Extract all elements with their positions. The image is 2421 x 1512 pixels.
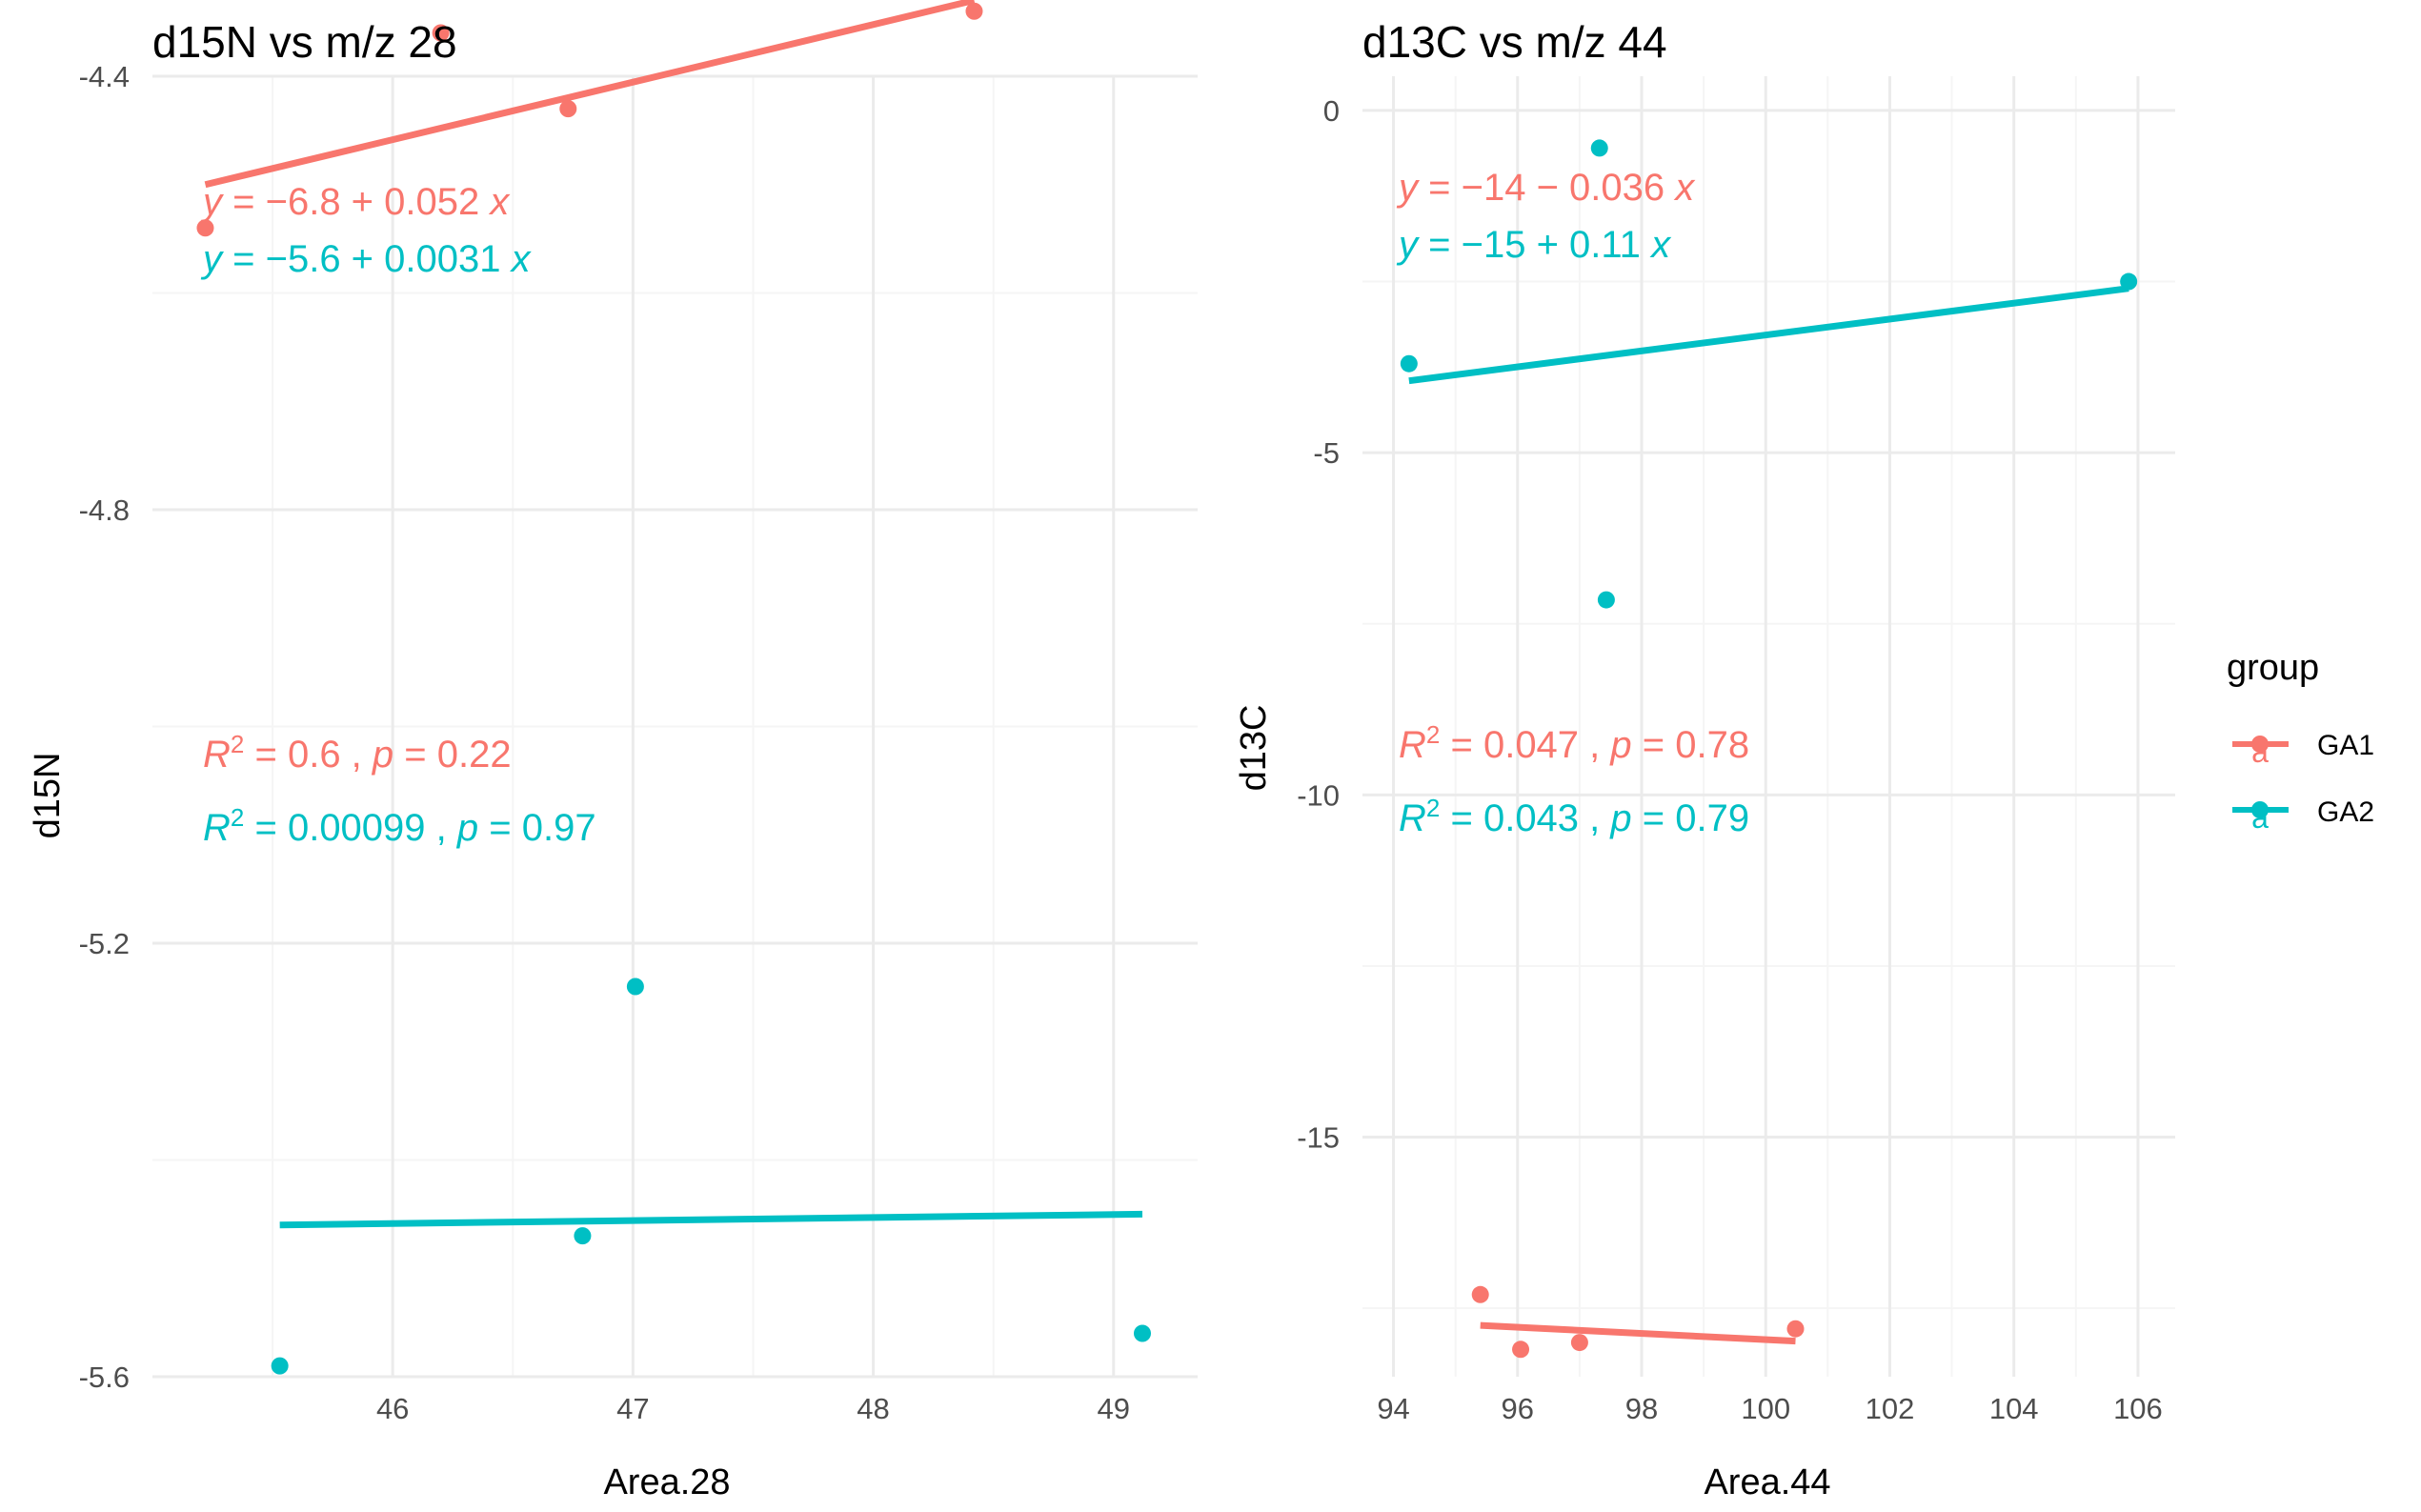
legend-key-point [2251,736,2269,753]
chart-title: d15N vs m/z 28 [152,17,457,67]
equation-label-ga1: y = −14 − 0.036 x [1396,167,1696,209]
data-point-ga2 [2120,272,2138,291]
legend-key-point [2251,801,2269,818]
legend-label: GA1 [2317,730,2374,761]
x-axis-title: Area.44 [1704,1462,1830,1502]
x-tick-label: 49 [1097,1392,1129,1425]
y-tick-label: -5 [1313,436,1340,470]
tick-labels: 94 96 98 100 102 104 106 -15 -10 -5 0 [1297,94,2163,1425]
legend-item-ga2: a GA2 [2232,796,2374,835]
stats-label-ga1: R2 = 0.047 , p = 0.78 [1399,720,1749,766]
data-point-ga2 [1597,591,1615,609]
data-point-ga2 [1400,354,1418,373]
data-point-ga2 [626,978,644,996]
x-tick-label: 48 [857,1392,889,1425]
equation-label-ga2: y = −5.6 + 0.0031 x [200,238,533,280]
x-tick-label: 47 [616,1392,649,1425]
x-axis-title: Area.28 [603,1462,730,1502]
regression-line-ga1 [204,0,976,189]
data-point-ga1 [1786,1320,1805,1338]
legend-title: group [2227,648,2319,688]
regression-line-ga2 [279,1210,1143,1229]
regression-lines [1408,285,2129,1345]
x-tick-label: 106 [2113,1392,2163,1425]
y-axis-title: d13C [1234,705,1274,792]
regression-line-ga2 [1408,285,2129,385]
stats-label-ga1: R2 = 0.6 , p = 0.22 [203,730,512,776]
data-point-ga1 [1512,1341,1530,1359]
x-tick-label: 100 [1741,1392,1790,1425]
x-tick-label: 94 [1377,1392,1409,1425]
annotations: y = −14 − 0.036 x R2 = 0.047 , p = 0.78 y … [1396,167,1749,839]
y-tick-label: -5.2 [79,927,130,960]
y-tick-label: 0 [1323,94,1340,128]
y-tick-label: -10 [1297,778,1340,812]
x-tick-label: 104 [1989,1392,2039,1425]
data-point-ga2 [1590,139,1608,157]
stats-label-ga2: R2 = 0.043 , p = 0.79 [1399,794,1749,839]
data-points [1400,139,2138,1359]
data-point-ga2 [271,1357,289,1375]
y-tick-label: -4.8 [79,494,130,527]
regression-line-ga1 [1480,1321,1796,1345]
equation-label-ga1: y = −6.8 + 0.052 x [200,181,511,223]
y-tick-label: -4.4 [79,60,130,93]
equation-label-ga2: y = −15 + 0.11 x [1396,224,1672,266]
grid [152,74,1198,1379]
regression-lines [204,0,1143,1229]
data-point-ga1 [559,100,577,118]
grid [1362,76,2175,1377]
x-tick-label: 102 [1866,1392,1915,1425]
x-tick-label: 98 [1625,1392,1658,1425]
data-point-ga1 [196,219,214,237]
chart-title: d13C vs m/z 44 [1362,17,1667,67]
data-points [196,2,1151,1375]
x-tick-label: 96 [1502,1392,1534,1425]
data-point-ga1 [1570,1334,1588,1352]
data-point-ga1 [965,2,983,20]
y-axis-title: d15N [28,753,68,839]
stats-label-ga2: R2 = 0.00099 , p = 0.97 [203,803,596,849]
annotations: y = −6.8 + 0.052 x R2 = 0.6 , p = 0.22 y =… [200,181,596,849]
legend: group a GA1 a GA2 [2227,648,2374,835]
data-point-ga2 [574,1227,592,1245]
y-tick-label: -5.6 [79,1361,130,1394]
x-tick-label: 46 [376,1392,409,1425]
data-point-ga1 [432,24,450,42]
data-point-ga1 [1471,1285,1489,1303]
y-tick-label: -15 [1297,1121,1340,1155]
legend-item-ga1: a GA1 [2232,730,2374,769]
legend-key-glyph: a [2251,800,2269,835]
legend-key-glyph: a [2251,735,2269,769]
legend-label: GA2 [2317,796,2374,828]
data-point-ga2 [1133,1324,1151,1342]
panel-d15n: 46 47 48 49 -5.6 -5.2 -4.8 -4.4 y = −6.8 + 0.05… [28,0,1198,1502]
tick-labels: 46 47 48 49 -5.6 -5.2 -4.8 -4.4 [79,60,1130,1425]
panel-d13c: 94 96 98 100 102 104 106 -15 -10 -5 0 y = −14 − 0.… [1234,17,2175,1502]
